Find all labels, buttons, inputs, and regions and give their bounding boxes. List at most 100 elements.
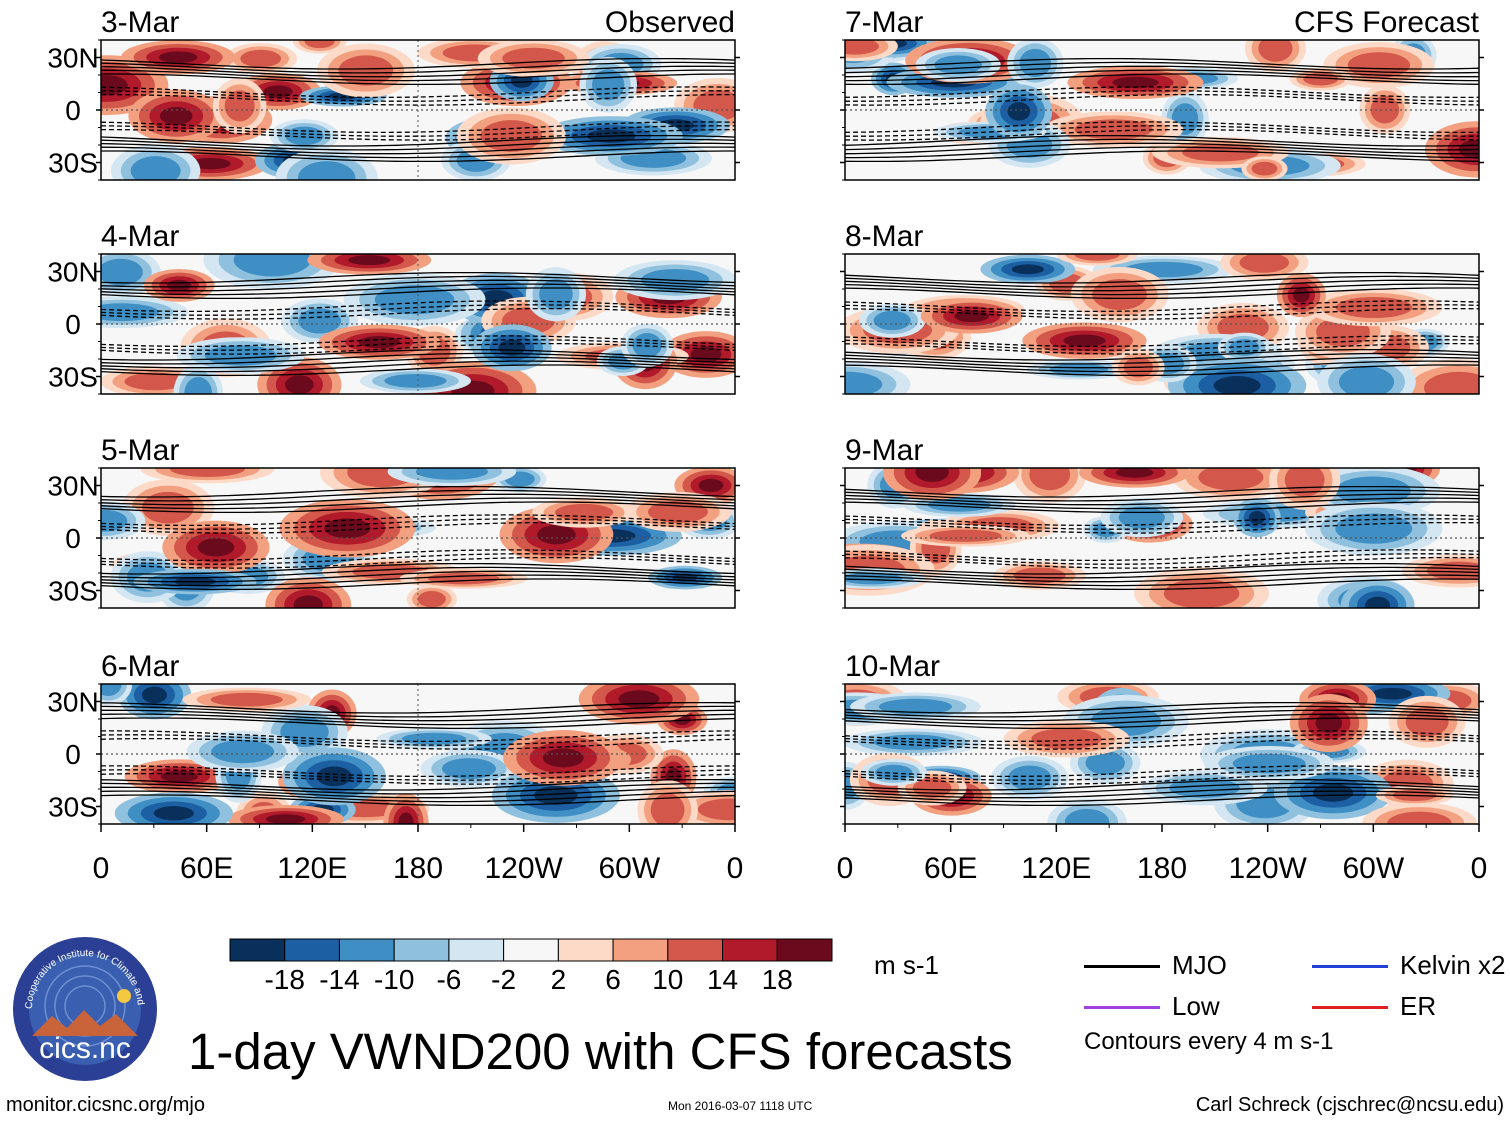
legend-label-mjo: MJO: [1172, 950, 1227, 980]
positive-anomaly: [101, 74, 128, 96]
mjo-contour-line: [101, 570, 735, 583]
logo-mountains: [32, 1010, 138, 1036]
positive-anomaly: [1074, 254, 1120, 261]
x-tick-label: 180: [393, 852, 443, 885]
positive-anomaly: [1370, 95, 1400, 124]
positive-anomaly: [160, 770, 198, 783]
y-tick-label: 30S: [48, 792, 98, 823]
mjo-contour-line: [101, 518, 735, 530]
mjo-contour-line: [845, 709, 1479, 722]
mjo-contours: [101, 57, 735, 163]
colorbar-label: 6: [605, 964, 621, 995]
negative-anomaly: [130, 156, 181, 180]
negative-anomaly: [211, 739, 275, 764]
mjo-contour-line: [101, 86, 735, 99]
mjo-contour-line: [101, 578, 735, 591]
positive-anomaly: [915, 468, 949, 482]
positive-anomaly: [1387, 811, 1452, 824]
colorbar-swatch: [284, 938, 340, 962]
y-tick-label: 0: [65, 523, 81, 554]
positive-anomaly: [1063, 334, 1106, 347]
positive-anomaly: [1031, 728, 1102, 750]
mjo-contour-line: [845, 65, 1479, 78]
mjo-contour-line: [845, 794, 1479, 807]
panel-10-Mar: 10-Mar: [840, 650, 1484, 825]
negative-anomaly: [632, 333, 662, 358]
mjo-contour-line: [101, 501, 735, 514]
mjo-contour-line: [845, 782, 1479, 795]
positive-anomaly: [542, 748, 584, 768]
mjo-contours: [845, 485, 1479, 591]
mjo-contour-line: [845, 146, 1479, 159]
mjo-contour-line: [845, 360, 1479, 373]
colorbar-label: -6: [436, 964, 461, 995]
mjo-contours: [101, 701, 735, 807]
mjo-contour-line: [845, 734, 1479, 746]
footer-author: Carl Schreck (cjschrec@ncsu.edu): [1195, 1094, 1504, 1116]
mjo-contour-line: [101, 553, 735, 565]
mjo-contour-line: [101, 562, 735, 575]
mjo-contour-line: [845, 307, 1479, 320]
x-tick-label: 60W: [1342, 852, 1404, 885]
positive-anomaly: [324, 518, 371, 539]
mjo-contour-line: [845, 713, 1479, 726]
colorbar-label: -14: [319, 964, 359, 995]
panel-source-label: CFS Forecast: [1294, 6, 1480, 39]
positive-anomaly: [954, 310, 989, 323]
negative-anomaly: [845, 371, 883, 394]
positive-anomaly: [1013, 567, 1066, 584]
positive-anomaly: [1335, 297, 1413, 319]
mjo-contour-line: [101, 769, 735, 781]
mjo-contour-line: [845, 150, 1479, 163]
negative-anomaly: [280, 716, 329, 747]
mjo-contour-line: [845, 570, 1479, 583]
x-tick-label: 60E: [924, 852, 977, 885]
colorbar-units: m s-1: [874, 950, 939, 980]
legend-line-low: [1084, 1006, 1160, 1009]
x-tick-label: 120E: [1021, 852, 1091, 885]
mjo-contour-line: [101, 61, 735, 74]
mjo-contour-line: [101, 93, 735, 106]
colorbar-swatch: [229, 938, 286, 962]
mjo-contour-line: [845, 772, 1479, 785]
mjo-contour-line: [845, 93, 1479, 106]
positive-anomaly: [697, 798, 735, 821]
colorbar-swatch: [612, 938, 669, 962]
negative-anomaly: [184, 377, 213, 394]
negative-anomaly: [1312, 783, 1354, 802]
panel-date: 9-Mar: [845, 434, 923, 467]
mjo-contour-line: [101, 287, 735, 300]
panel-date: 3-Mar: [101, 6, 179, 39]
mjo-contour-line: [101, 794, 735, 807]
mjo-contour-line: [101, 574, 735, 587]
mjo-contour-line: [101, 279, 735, 292]
mjo-contour-line: [101, 283, 735, 296]
positive-anomaly: [537, 524, 576, 545]
negative-anomaly: [534, 786, 578, 805]
mjo-contour-line: [845, 553, 1479, 565]
negative-anomaly: [141, 686, 167, 704]
colorbar: -18 -14 -10 -6 -2 2 6 10 14 18: [229, 938, 833, 995]
positive-anomaly: [348, 255, 391, 266]
colorbar-swatch: [776, 938, 833, 962]
positive-anomaly: [1293, 287, 1310, 303]
colorbar-label: 2: [551, 964, 567, 995]
mjo-contour-line: [845, 562, 1479, 575]
mjo-contour-line: [101, 360, 735, 373]
mjo-contour-line: [101, 514, 735, 527]
positive-anomaly: [1029, 468, 1071, 491]
mjo-contour-line: [845, 737, 1479, 750]
mjo-contour-line: [101, 134, 735, 147]
positive-anomaly: [358, 336, 400, 349]
mjo-contour-line: [845, 275, 1479, 288]
panel-date: 5-Mar: [101, 434, 179, 467]
negative-anomaly: [1085, 751, 1125, 775]
mjo-contour-line: [845, 69, 1479, 82]
colorbar-label: 18: [762, 964, 793, 995]
negative-anomaly: [1338, 366, 1395, 394]
colorbar-label: 14: [707, 964, 738, 995]
negative-anomaly: [1064, 808, 1110, 824]
negative-anomaly: [878, 698, 952, 715]
positive-anomaly: [124, 372, 186, 391]
mjo-contour-line: [845, 578, 1479, 591]
